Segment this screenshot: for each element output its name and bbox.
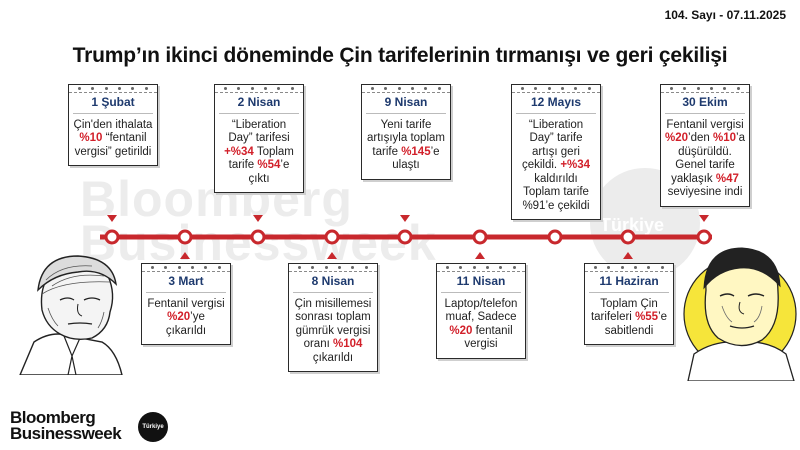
tariff-value: %54 bbox=[257, 159, 281, 171]
tariff-value: +%34 bbox=[224, 145, 254, 158]
event-text-part: “Liberation Day” tarife artışı geri çeki… bbox=[521, 118, 584, 172]
event-text: Toplam Çin tarifeleri %55’e sabitlendi bbox=[585, 293, 673, 345]
event-date: 9 Nisan bbox=[366, 93, 446, 114]
pointer-bottom-3 bbox=[623, 252, 633, 259]
timeline-node-bottom-1 bbox=[324, 229, 340, 245]
event-card-bottom-0: 3 Mart Fentanil vergisi %20’ye çıkarıldı bbox=[141, 263, 231, 345]
tariff-value: %20 bbox=[167, 311, 191, 323]
notepad-rings bbox=[661, 85, 749, 93]
event-text-part: “Liberation Day” tarifesi bbox=[228, 118, 290, 145]
issue-date: 104. Sayı - 07.11.2025 bbox=[664, 8, 786, 22]
notepad-rings bbox=[289, 264, 377, 272]
event-text: Yeni tarife artışıyla toplam tarife %145… bbox=[362, 114, 450, 179]
event-text-part: Çin misillemesi sonrası toplam gümrük ve… bbox=[294, 297, 372, 351]
pointer-top-4 bbox=[699, 215, 709, 222]
event-text-part: ’ye çıkarıldı bbox=[165, 311, 207, 337]
notepad-rings bbox=[69, 85, 157, 93]
page-title: Trump’ın ikinci döneminde Çin tarifeleri… bbox=[72, 44, 728, 67]
event-text-part: fentanil vergisi bbox=[464, 324, 513, 351]
event-card-top-3: 12 Mayıs “Liberation Day” tarife artışı g… bbox=[511, 84, 601, 220]
event-date: 1 Şubat bbox=[73, 93, 153, 114]
tariff-value: %10 bbox=[79, 132, 103, 144]
timeline-node-top-4 bbox=[696, 229, 712, 245]
notepad-rings bbox=[512, 85, 600, 93]
event-text-part: “fentanil vergisi” getirildi bbox=[74, 132, 152, 158]
event-text: Laptop/telefon muaf, Sadece %20 fentanil… bbox=[437, 293, 525, 358]
pointer-bottom-0 bbox=[180, 252, 190, 259]
event-card-top-4: 30 Ekim Fentanil vergisi %20’den %10’a dü… bbox=[660, 84, 750, 207]
event-text-part: Toplam tarife bbox=[228, 145, 294, 172]
tariff-value: %145 bbox=[401, 145, 431, 158]
event-date: 8 Nisan bbox=[293, 272, 373, 293]
timeline-node-top-1 bbox=[250, 229, 266, 245]
event-text-part: Laptop/telefon muaf, Sadece bbox=[444, 297, 518, 324]
timeline-node-bottom-2 bbox=[472, 229, 488, 245]
event-text-part: Yeni tarife artışıyla toplam tarife bbox=[367, 118, 445, 158]
event-date: 3 Mart bbox=[146, 272, 226, 293]
notepad-rings bbox=[142, 264, 230, 272]
timeline-node-bottom-0 bbox=[177, 229, 193, 245]
turkiye-badge: Türkiye bbox=[138, 412, 168, 442]
event-text-part: ’e sabitlendi bbox=[604, 311, 668, 337]
event-date: 11 Haziran bbox=[589, 272, 669, 293]
event-text-part: ’den bbox=[688, 132, 713, 144]
tariff-value: %104 bbox=[333, 338, 363, 350]
pointer-top-0 bbox=[107, 215, 117, 222]
tariff-value: %55 bbox=[635, 311, 659, 323]
event-text-part: Fentanil vergisi bbox=[666, 118, 744, 131]
event-text-part: Çin'den ithalata bbox=[73, 118, 153, 131]
event-text: Fentanil vergisi %20’ye çıkarıldı bbox=[142, 293, 230, 345]
event-card-bottom-2: 11 Nisan Laptop/telefon muaf, Sadece %20 … bbox=[436, 263, 526, 359]
notepad-rings bbox=[437, 264, 525, 272]
event-card-top-2: 9 Nisan Yeni tarife artışıyla toplam tari… bbox=[361, 84, 451, 180]
event-text: Çin'den ithalata %10 “fentanil vergisi” … bbox=[69, 114, 157, 166]
event-card-top-1: 2 Nisan “Liberation Day” tarifesi +%34 To… bbox=[214, 84, 304, 193]
timeline-node-top-0 bbox=[104, 229, 120, 245]
tariff-value: +%34 bbox=[560, 159, 591, 171]
event-text-part: seviyesine indi bbox=[667, 186, 743, 198]
notepad-rings bbox=[362, 85, 450, 93]
tariff-value: %20 bbox=[449, 324, 473, 337]
event-date: 30 Ekim bbox=[665, 93, 745, 114]
event-text: “Liberation Day” tarife artışı geri çeki… bbox=[512, 114, 600, 220]
event-card-bottom-1: 8 Nisan Çin misillemesi sonrası toplam gü… bbox=[288, 263, 378, 372]
tariff-value: %47 bbox=[715, 172, 739, 185]
event-text-part: Fentanil vergisi bbox=[147, 297, 225, 310]
tariff-value: %10 bbox=[712, 132, 737, 144]
event-text: Fentanil vergisi %20’den %10’a düşürüldü… bbox=[661, 114, 749, 206]
pointer-top-2 bbox=[400, 215, 410, 222]
pointer-bottom-2 bbox=[475, 252, 485, 259]
event-text-part: ’e ulaştı bbox=[392, 145, 440, 172]
trump-portrait bbox=[19, 255, 123, 375]
event-text-part: kaldırıldı Toplam tarife %91’e çekildi bbox=[522, 172, 590, 212]
bloomberg-logo: Bloomberg Businessweek bbox=[10, 408, 122, 443]
event-date: 12 Mayıs bbox=[516, 93, 596, 114]
pointer-top-1 bbox=[253, 215, 263, 222]
timeline-node-top-3 bbox=[547, 229, 563, 245]
event-card-top-0: 1 Şubat Çin'den ithalata %10 “fentanil ve… bbox=[68, 84, 158, 166]
event-text-part: ’e çıktı bbox=[248, 159, 290, 185]
watermark-badge: Türkiye bbox=[600, 215, 665, 235]
event-text-part: çıkarıldı bbox=[312, 351, 354, 364]
event-date: 11 Nisan bbox=[441, 272, 521, 293]
notepad-rings bbox=[585, 264, 673, 272]
xi-portrait bbox=[683, 247, 797, 381]
timeline-node-bottom-3 bbox=[620, 229, 636, 245]
pointer-bottom-1 bbox=[327, 252, 337, 259]
logo-line-1: Bloomberg bbox=[10, 408, 96, 427]
timeline-node-top-2 bbox=[397, 229, 413, 245]
event-card-bottom-3: 11 Haziran Toplam Çin tarifeleri %55’e sa… bbox=[584, 263, 674, 345]
event-text-part: ’a düşürüldü. Genel tarife yaklaşık bbox=[671, 132, 745, 185]
event-text: “Liberation Day” tarifesi +%34 Toplam ta… bbox=[215, 114, 303, 193]
event-date: 2 Nisan bbox=[219, 93, 299, 114]
event-text-part: Toplam Çin tarifeleri bbox=[590, 297, 658, 324]
logo-line-2: Businessweek bbox=[10, 424, 122, 443]
tariff-value: %20 bbox=[665, 132, 689, 144]
event-text: Çin misillemesi sonrası toplam gümrük ve… bbox=[289, 293, 377, 372]
notepad-rings bbox=[215, 85, 303, 93]
